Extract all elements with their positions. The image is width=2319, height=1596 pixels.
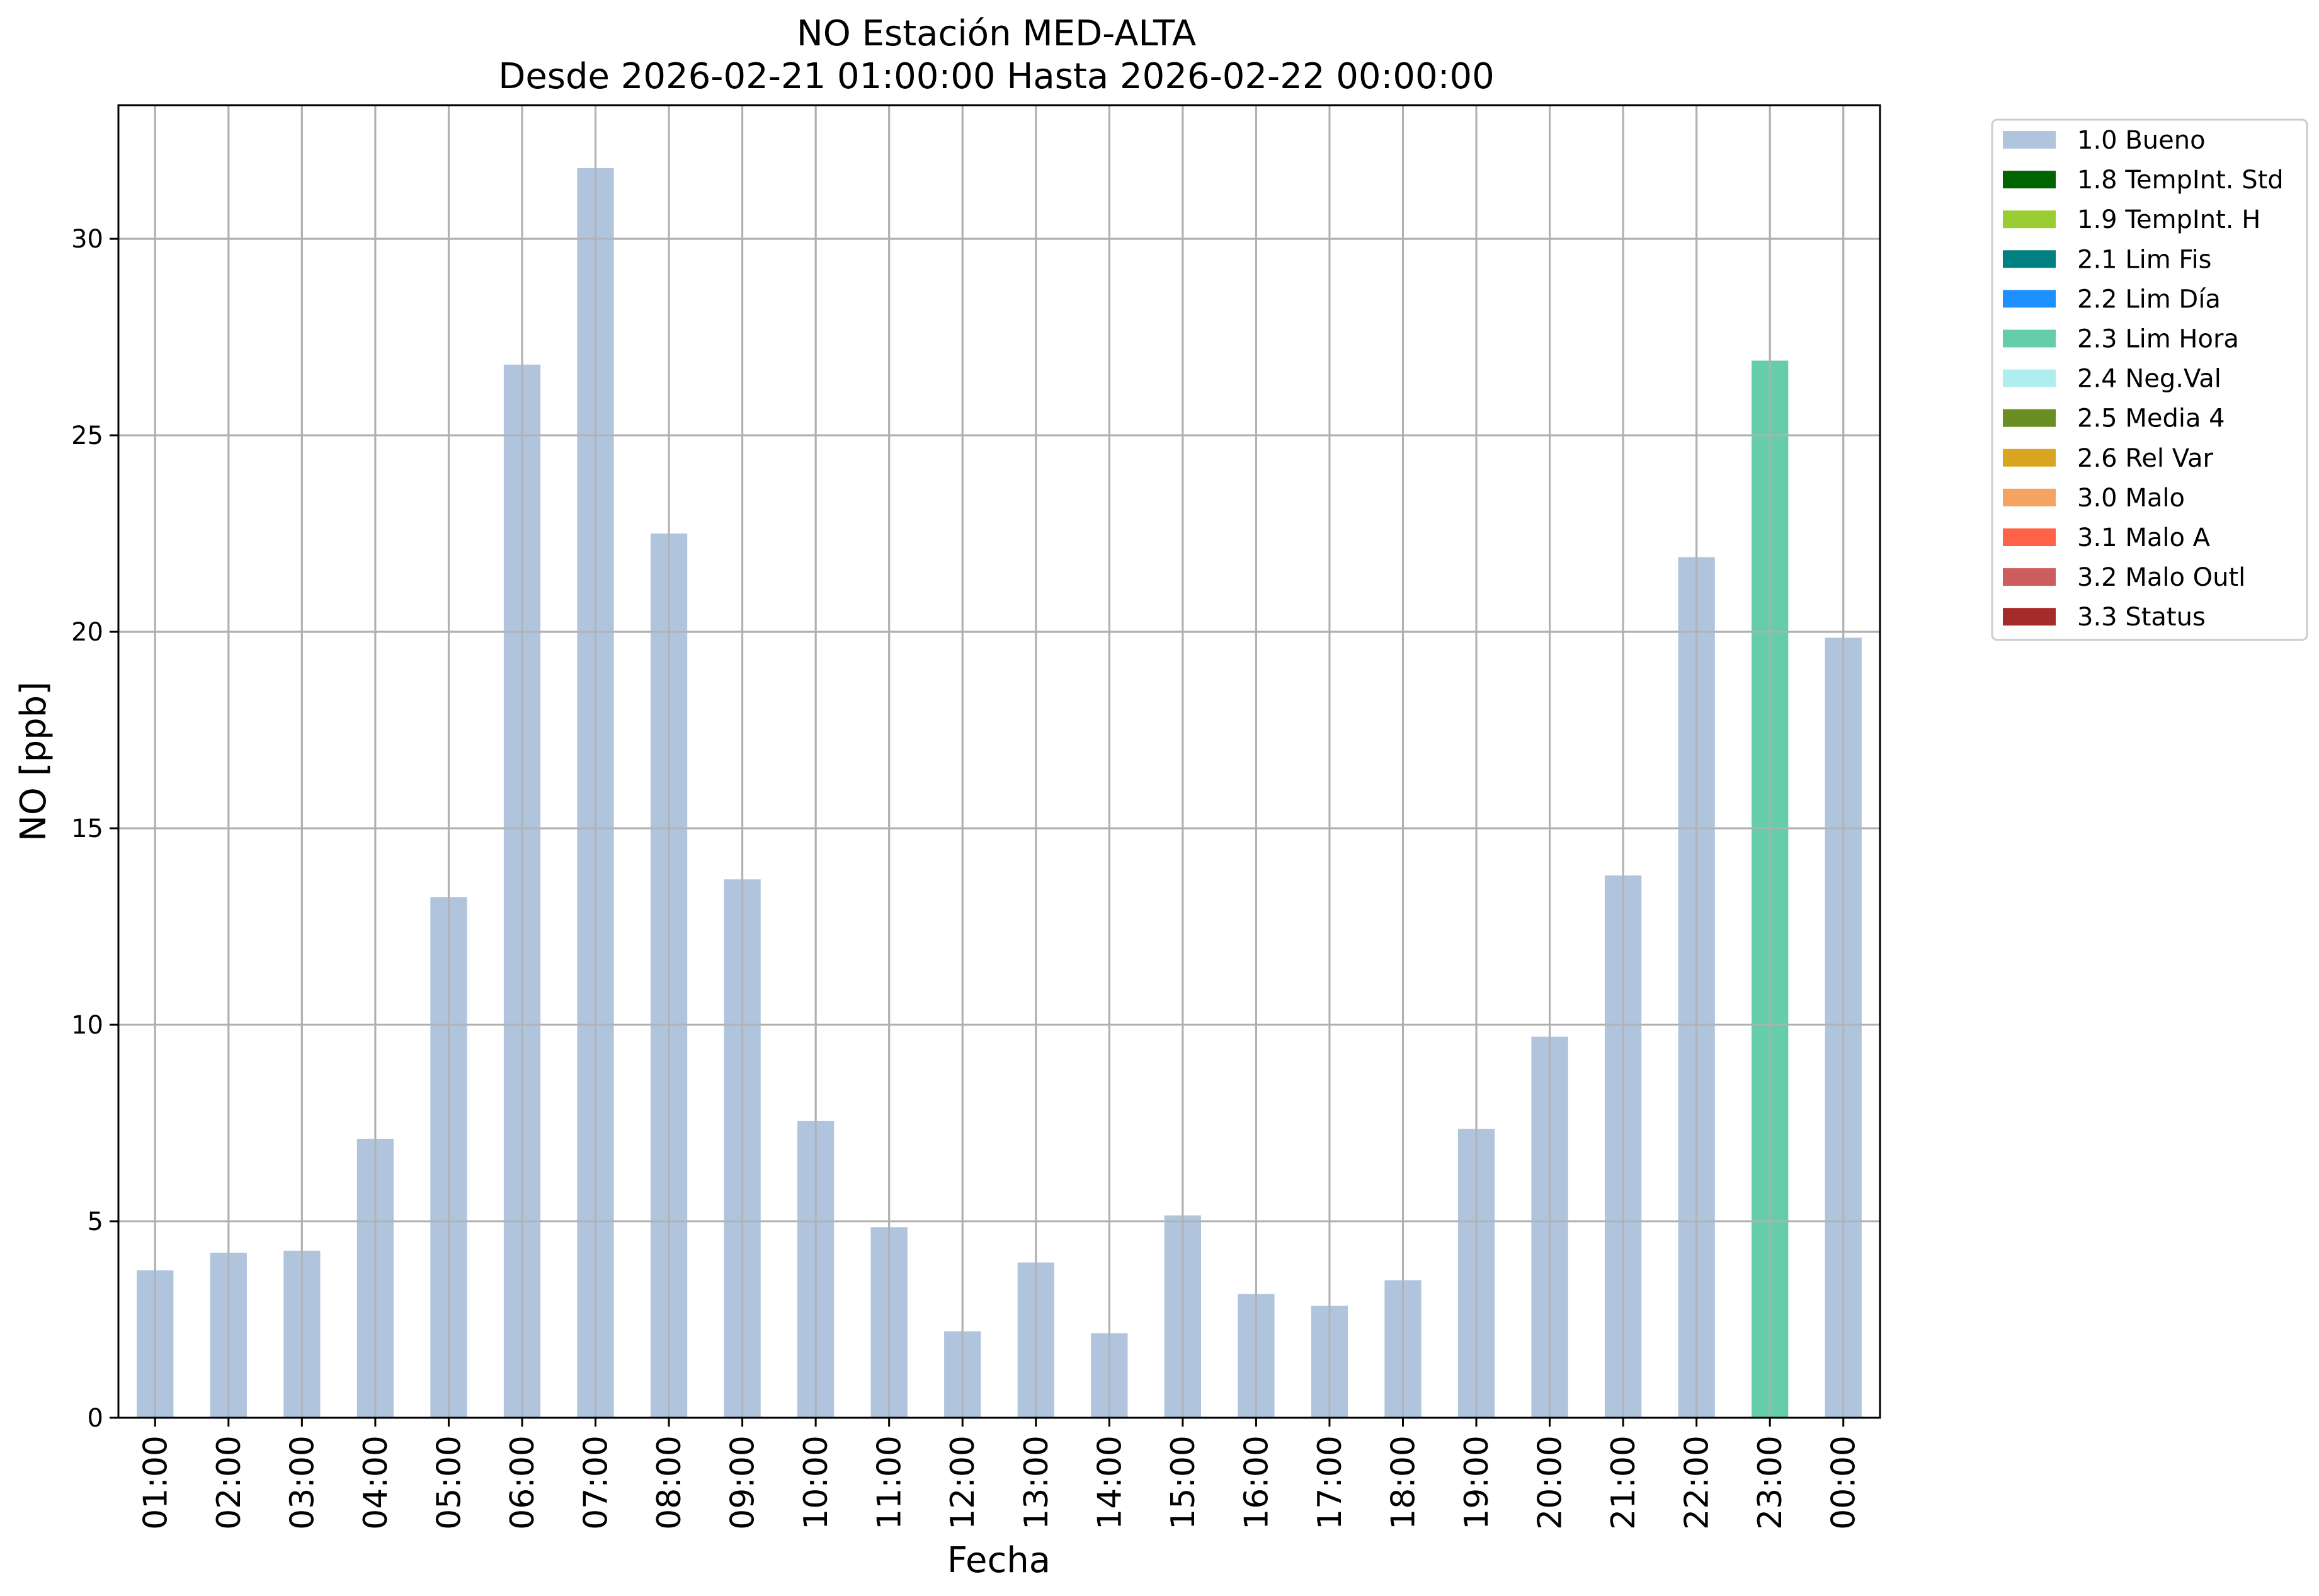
- legend-swatch: [2003, 171, 2056, 189]
- y-tick-label: 25: [71, 421, 103, 450]
- x-tick-label: 14:00: [1091, 1435, 1129, 1530]
- x-tick-label: 17:00: [1311, 1435, 1349, 1530]
- x-tick-label: 07:00: [578, 1435, 615, 1530]
- x-tick-label: 05:00: [430, 1435, 468, 1530]
- legend-swatch: [2003, 409, 2056, 427]
- legend-label: 2.3 Lim Hora: [2077, 325, 2239, 354]
- x-tick-label: 06:00: [504, 1435, 542, 1530]
- x-tick-label: 12:00: [944, 1435, 982, 1530]
- legend-label: 3.3 Status: [2077, 603, 2206, 632]
- x-axis-label: Fecha: [947, 1540, 1051, 1581]
- legend-label: 1.0 Bueno: [2077, 126, 2206, 155]
- y-tick-label: 10: [71, 1011, 103, 1040]
- legend-label: 2.6 Rel Var: [2077, 444, 2214, 473]
- legend-swatch: [2003, 568, 2056, 586]
- x-tick-label: 08:00: [651, 1435, 688, 1530]
- y-tick-label: 0: [88, 1404, 103, 1433]
- x-tick-label: 01:00: [137, 1435, 174, 1530]
- legend-swatch: [2003, 528, 2056, 546]
- x-tick-label: 03:00: [283, 1435, 321, 1530]
- legend-label: 3.2 Malo Outl: [2077, 563, 2245, 592]
- y-tick-label: 30: [71, 225, 103, 254]
- legend-label: 2.4 Neg.Val: [2077, 365, 2221, 394]
- legend-swatch: [2003, 131, 2056, 149]
- legend-label: 3.1 Malo A: [2077, 523, 2211, 552]
- x-tick-label: 21:00: [1605, 1435, 1643, 1530]
- legend-swatch: [2003, 608, 2056, 626]
- legend-label: 2.1 Lim Fis: [2077, 245, 2211, 274]
- legend-label: 3.0 Malo: [2077, 484, 2185, 513]
- x-tick-label: 11:00: [871, 1435, 909, 1530]
- y-tick-label: 15: [71, 814, 103, 843]
- x-tick-label: 02:00: [210, 1435, 248, 1530]
- x-tick-label: 15:00: [1165, 1435, 1202, 1530]
- x-tick-label: 22:00: [1678, 1435, 1716, 1530]
- legend-swatch: [2003, 369, 2056, 387]
- plot-frame: [117, 104, 1881, 1419]
- x-tick-label: 16:00: [1238, 1435, 1275, 1530]
- y-tick-label: 5: [88, 1207, 103, 1236]
- legend-swatch: [2003, 448, 2056, 467]
- x-tick-label: 13:00: [1018, 1435, 1056, 1530]
- chart-subtitle: Desde 2026-02-21 01:00:00 Hasta 2026-02-…: [498, 56, 1495, 97]
- legend-label: 1.8 TempInt. Std: [2077, 166, 2284, 195]
- x-tick-label: 18:00: [1384, 1435, 1422, 1530]
- chart-title: NO Estación MED-ALTA: [797, 13, 1196, 54]
- bars-layer: [118, 105, 1880, 1419]
- legend-swatch: [2003, 488, 2056, 506]
- y-axis-ticks: 0 5 10 15 20 25 30: [71, 225, 118, 1433]
- x-tick-label: 00:00: [1825, 1435, 1863, 1530]
- legend-label: 1.9 TempInt. H: [2077, 205, 2260, 234]
- x-tick-label: 19:00: [1458, 1435, 1496, 1530]
- y-axis-label: NO [ppb]: [13, 681, 54, 841]
- legend-swatch: [2003, 210, 2056, 229]
- legend-swatch: [2003, 290, 2056, 308]
- legend: 1.0 Bueno 1.8 TempInt. Std 1.9 TempInt. H 2…: [1991, 118, 2308, 641]
- x-tick-label: 10:00: [797, 1435, 835, 1530]
- x-tick-label: 09:00: [724, 1435, 762, 1530]
- legend-swatch: [2003, 250, 2056, 268]
- x-axis-ticks: 01:00 02:00 03:00 04:00 05:00 06:00 07:00 08:00…: [137, 1418, 1863, 1530]
- y-tick-label: 20: [71, 618, 103, 647]
- x-tick-label: 04:00: [357, 1435, 395, 1530]
- legend-swatch: [2003, 329, 2056, 348]
- legend-frame: [1991, 118, 2308, 641]
- x-tick-label: 20:00: [1532, 1435, 1570, 1530]
- legend-label: 2.2 Lim Día: [2077, 285, 2221, 314]
- x-tick-label: 23:00: [1752, 1435, 1789, 1530]
- legend-label: 2.5 Media 4: [2077, 404, 2225, 433]
